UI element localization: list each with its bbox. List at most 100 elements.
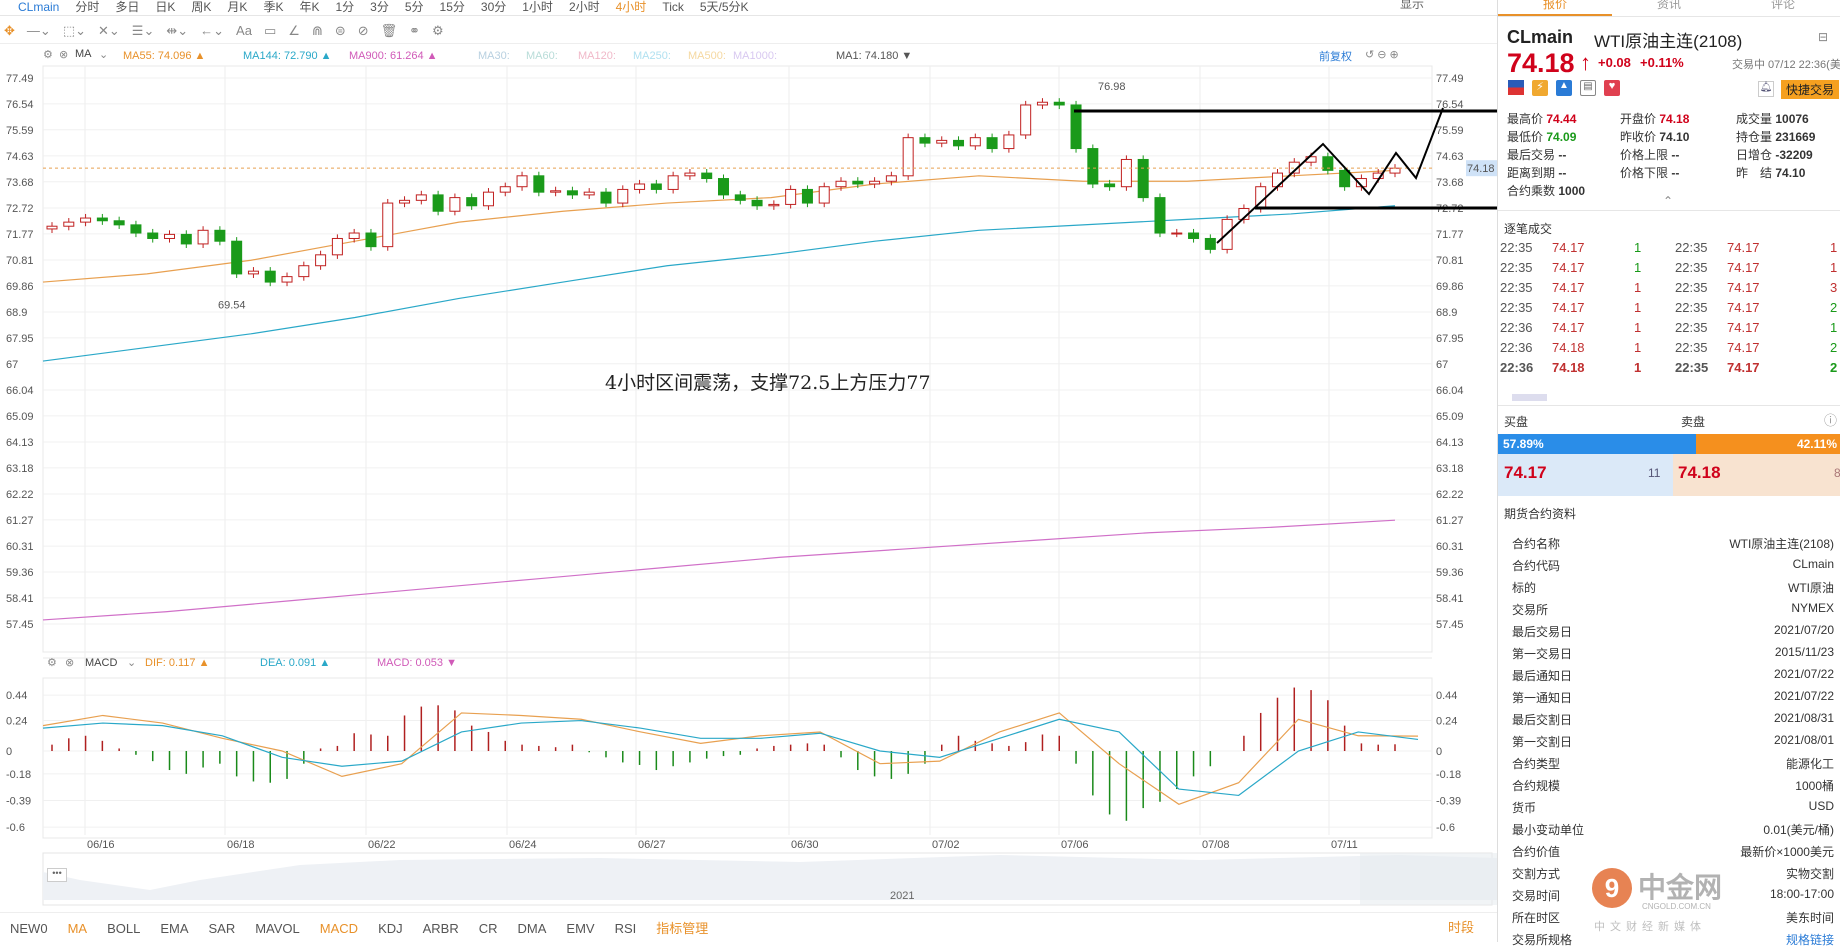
candle xyxy=(801,185,813,208)
chevron-up-icon[interactable]: ⌃ xyxy=(1663,194,1674,208)
period-tab[interactable]: 分时 xyxy=(75,0,100,14)
period-tab[interactable]: 季K xyxy=(263,0,284,14)
trade-cell: 74.17 xyxy=(1727,280,1760,295)
indicator-rsi[interactable]: RSI xyxy=(614,921,637,936)
tab-comments[interactable]: 评论 xyxy=(1770,0,1795,11)
channel-icon[interactable]: ☰⌄ xyxy=(131,23,155,38)
period-tab[interactable]: 多日 xyxy=(115,0,140,14)
period-tab[interactable]: 年K xyxy=(299,0,320,14)
move-icon[interactable]: ✥ xyxy=(4,23,15,38)
candle-body xyxy=(432,194,444,212)
ma-indicator-name[interactable]: MA xyxy=(75,48,92,60)
navigator-menu-button[interactable]: ••• xyxy=(47,868,67,882)
ma-legend-item: MA30: xyxy=(478,50,510,62)
period-tab[interactable]: 4小时 xyxy=(615,0,647,14)
candle xyxy=(835,177,847,191)
trades-scrollbar[interactable] xyxy=(1512,394,1547,401)
indicator-cr[interactable]: CR xyxy=(478,921,498,936)
settings-icon[interactable]: ⚙ xyxy=(432,23,444,38)
indicator-mavol[interactable]: MAVOL xyxy=(255,921,300,936)
candle xyxy=(1120,155,1132,191)
lock-icon[interactable]: ⊜ xyxy=(334,23,346,38)
session-button[interactable]: 时段 xyxy=(1448,920,1475,935)
period-tab[interactable]: Tick xyxy=(662,0,684,14)
indicator-ma[interactable]: MA xyxy=(67,921,88,936)
rect-icon[interactable]: ⬚⌄ xyxy=(62,23,86,38)
y-tick-left: 71.77 xyxy=(6,229,34,241)
indicator-new0[interactable]: NEW0 xyxy=(10,921,48,936)
indicator-boll[interactable]: BOLL xyxy=(107,921,141,936)
period-tab[interactable]: 30分 xyxy=(480,0,507,14)
period-tab[interactable]: 月K xyxy=(227,0,248,14)
period-tab[interactable]: 日K xyxy=(155,0,176,14)
period-tab[interactable]: 2小时 xyxy=(568,0,600,14)
hide-icon[interactable]: ⊘ xyxy=(357,23,369,38)
period-tab[interactable]: 1小时 xyxy=(522,0,553,14)
link-icon[interactable]: ⚭ xyxy=(409,23,421,38)
info-row: 所在时区 美东时间 xyxy=(1512,909,1834,929)
indicator-emv[interactable]: EMV xyxy=(566,921,595,936)
info-value[interactable]: 规格链接 xyxy=(1785,933,1834,947)
note-icon[interactable]: ▭ xyxy=(263,23,277,38)
navigator-area xyxy=(43,855,1497,900)
document-icon[interactable]: ▤ xyxy=(1580,80,1596,96)
tab-news[interactable]: 资讯 xyxy=(1656,0,1681,11)
angle-icon[interactable]: ∠ xyxy=(288,23,300,38)
tower-icon[interactable]: ▲ xyxy=(1556,80,1572,96)
period-tab[interactable]: 3分 xyxy=(370,0,389,14)
chevron-down-icon[interactable]: ⌄ xyxy=(127,657,136,669)
close-icon[interactable]: ⊗ xyxy=(59,49,69,61)
undo-icon[interactable]: ↺ ⊖ ⊕ xyxy=(1365,49,1399,61)
settings-icon[interactable]: ⚙ xyxy=(43,49,53,61)
indicator-指标管理[interactable]: 指标管理 xyxy=(656,921,709,936)
ask-price[interactable]: 74.18 xyxy=(1678,463,1721,482)
adjust-button[interactable]: 前复权 xyxy=(1319,51,1352,63)
trash-icon[interactable]: 🗑︎ xyxy=(380,23,398,38)
line-icon[interactable]: —⌄ xyxy=(26,23,51,38)
period-tab[interactable]: 周K xyxy=(191,0,212,14)
candle xyxy=(130,220,142,238)
bid-price[interactable]: 74.17 xyxy=(1504,463,1547,482)
fib-icon[interactable]: ✕⌄ xyxy=(98,23,120,38)
text-icon[interactable]: Aa xyxy=(236,23,252,38)
navigator-window[interactable] xyxy=(1360,853,1497,905)
tab-quote[interactable]: 报价 xyxy=(1498,0,1612,16)
candle xyxy=(617,185,629,208)
arrow-icon[interactable]: ←⌄ xyxy=(200,23,225,38)
period-tab[interactable]: 5分 xyxy=(404,0,424,14)
heart-icon[interactable]: ♥ xyxy=(1604,80,1620,96)
candle-body xyxy=(482,191,494,207)
candle xyxy=(113,216,125,229)
chart-canvas[interactable]: 77.49 77.49 76.54 76.54 75.59 75.59 74.63 74.63… xyxy=(0,0,1497,942)
candle-body xyxy=(936,139,948,144)
candle-body xyxy=(1389,167,1401,174)
candle-body xyxy=(667,175,679,190)
settings-icon[interactable]: ⚙ xyxy=(47,657,57,669)
x-tick: 07/06 xyxy=(1061,839,1089,851)
period-tab[interactable]: 5天/5分K xyxy=(699,0,749,14)
measure-icon[interactable]: ⇹⌄ xyxy=(166,23,189,38)
period-tab[interactable]: 15分 xyxy=(439,0,465,14)
stat-item: 价格上限 -- xyxy=(1620,146,1679,163)
indicator-arbr[interactable]: ARBR xyxy=(422,921,459,936)
indicator-ema[interactable]: EMA xyxy=(160,921,189,936)
chevron-down-icon[interactable]: ⌄ xyxy=(99,49,109,61)
indicator-kdj[interactable]: KDJ xyxy=(378,921,403,936)
magnet-icon[interactable]: ⋒ xyxy=(311,23,323,38)
close-icon[interactable]: ⊗ xyxy=(65,657,74,669)
trade-cell: 2 xyxy=(1830,360,1838,375)
period-tab[interactable]: 1分 xyxy=(335,0,355,14)
symbol-tab[interactable]: CLmain xyxy=(18,0,60,14)
candle xyxy=(885,171,897,186)
collapse-icon[interactable]: ⊟ xyxy=(1818,30,1829,44)
display-menu[interactable]: 显示 xyxy=(1400,0,1425,11)
indicator-macd[interactable]: MACD xyxy=(319,921,359,936)
quick-trade-button[interactable]: 快捷交易 xyxy=(1781,80,1840,99)
bell-icon[interactable]: 🔔︎ xyxy=(1758,81,1774,97)
candle-body xyxy=(80,217,92,223)
help-icon[interactable]: ⓘ xyxy=(1824,413,1838,428)
candle-body xyxy=(718,178,729,196)
indicator-sar[interactable]: SAR xyxy=(208,921,236,936)
indicator-dma[interactable]: DMA xyxy=(517,921,547,936)
flash-icon[interactable]: ⚡ xyxy=(1532,80,1548,96)
